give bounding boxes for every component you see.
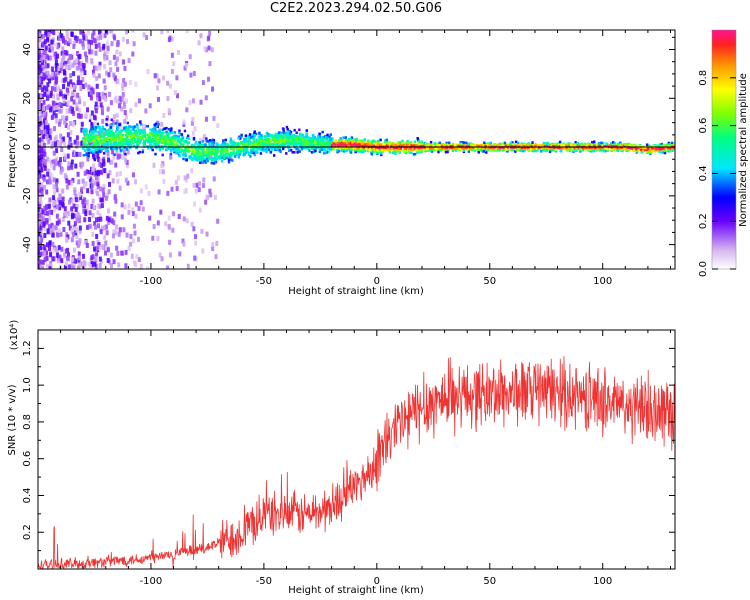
snr-y-tick-label: 1.0 (22, 377, 33, 393)
snr-y-tick-label: 0.8 (22, 414, 33, 430)
chart-title: C2E2.2023.294.02.50.G06 (269, 1, 443, 16)
snr-y-tick-label: 0.4 (22, 488, 33, 504)
spectrogram-y-tick-label: 40 (22, 43, 33, 56)
snr-x-tick-label: -50 (256, 576, 272, 587)
colorbar-tick-label: 0.0 (698, 261, 709, 277)
snr-y-label: SNR (10 * v/v) (7, 384, 18, 455)
colorbar: 0.0 0.2 0.4 0.6 0.8 Normalized spectral ampl… (698, 29, 749, 277)
snr-frame (37, 329, 676, 570)
snr-y-tick-label: 0.2 (22, 524, 33, 540)
colorbar-tick-label: 0.6 (698, 118, 709, 134)
snr-series-line (38, 356, 675, 569)
spectrogram-y-tick-label: 0 (22, 144, 33, 150)
colorbar-tick-label: 0.8 (698, 70, 709, 86)
spectrogram-x-tick-label: 50 (483, 276, 496, 287)
spectrogram-panel: -100 -50 0 50 100 -40 -20 0 20 40 Height of strai… (7, 29, 676, 297)
spectrogram-x-label: Height of straight line (km) (288, 286, 424, 297)
snr-x-tick-label: -100 (140, 576, 163, 587)
spectrogram-y-tick-label: -40 (22, 236, 33, 252)
spectrogram-x-tick-label: -50 (256, 276, 272, 287)
snr-y-tick-label: 0.6 (22, 451, 33, 467)
snr-x-label: Height of straight line (km) (288, 585, 424, 596)
spectrogram-y-tick-label: 20 (22, 92, 33, 105)
colorbar-tick-label: 0.2 (698, 213, 709, 229)
snr-y-tick-label: 1.2 (22, 340, 33, 356)
snr-x-tick-label: 100 (593, 576, 612, 587)
spectrogram-frame (37, 29, 676, 270)
spectrogram-x-tick-label: -100 (140, 276, 163, 287)
snr-y-multiplier: (x10⁴) (9, 320, 20, 351)
spectrogram-y-tick-label: -20 (22, 188, 33, 204)
heatmap-cells (38, 30, 675, 269)
colorbar-gradient (712, 30, 736, 269)
spectrogram-y-label: Frequency (Hz) (7, 112, 18, 188)
snr-x-tick-label: 50 (483, 576, 496, 587)
spectrogram-x-tick-label: 100 (593, 276, 612, 287)
snr-x-tick-label: 0 (374, 576, 380, 587)
snr-panel: -100 -50 0 50 100 0.2 0.4 0.6 0.8 1.0 1.2 Height o… (7, 320, 676, 596)
spectrogram-x-tick-label: 0 (374, 276, 380, 287)
colorbar-tick-label: 0.4 (698, 165, 709, 181)
colorbar-label: Normalized spectral amplitude (738, 73, 749, 227)
